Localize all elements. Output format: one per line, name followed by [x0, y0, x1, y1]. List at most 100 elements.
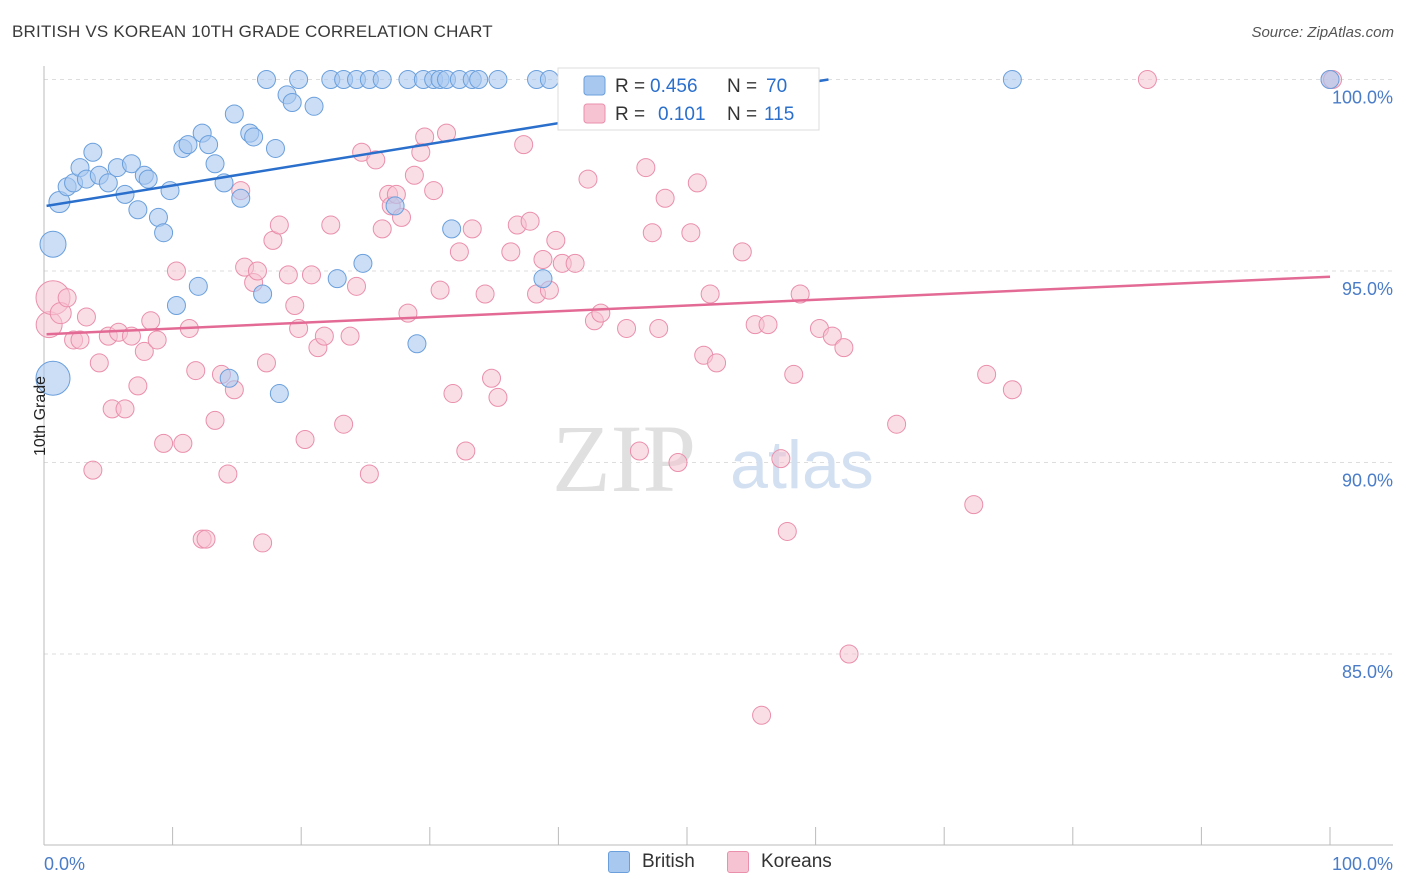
data-point: [372, 70, 392, 89]
data-point: [256, 353, 276, 373]
legend-n-value-british: 70: [766, 76, 787, 97]
legend-r-value-korean: 0.101: [658, 104, 706, 125]
data-point: [219, 368, 239, 388]
data-point: [147, 330, 167, 350]
bottom-legend-koreans-label: Koreans: [761, 851, 832, 872]
data-point: [839, 644, 859, 664]
data-point: [83, 142, 103, 162]
data-point: [424, 181, 444, 201]
data-point: [340, 326, 360, 346]
data-point: [443, 384, 463, 404]
data-point: [964, 495, 984, 515]
data-point: [771, 449, 791, 469]
legend-r-label-british: R =: [615, 76, 645, 97]
data-point: [188, 276, 208, 296]
data-point: [642, 223, 662, 243]
data-point: [154, 223, 174, 243]
data-point: [205, 154, 225, 174]
data-point: [790, 284, 810, 304]
data-point: [834, 338, 854, 358]
data-point: [295, 430, 315, 450]
data-point: [591, 303, 611, 323]
y-tick-labels: 100.0% 95.0% 90.0% 85.0%: [1332, 88, 1393, 683]
data-point: [456, 441, 476, 461]
data-point: [1320, 70, 1340, 89]
data-point: [83, 460, 103, 480]
data-point: [178, 135, 198, 155]
y-axis-label: 10th Grade: [32, 375, 49, 456]
data-point: [475, 284, 495, 304]
data-point: [359, 464, 379, 484]
data-point: [687, 173, 707, 193]
data-point: [224, 104, 244, 124]
data-point: [449, 242, 469, 262]
data-point: [681, 223, 701, 243]
legend-swatch-british: [583, 75, 606, 96]
data-point: [758, 315, 778, 335]
bottom-legend-british: British: [608, 851, 695, 873]
data-point: [546, 230, 566, 250]
data-point: [732, 242, 752, 262]
x-tick-label: 0.0%: [44, 854, 85, 874]
data-point: [533, 269, 553, 289]
data-point: [231, 188, 251, 208]
data-point: [247, 261, 267, 281]
data-point: [520, 211, 540, 231]
data-point: [321, 215, 341, 235]
data-point: [488, 387, 508, 407]
data-point: [199, 135, 219, 155]
data-point: [166, 295, 186, 315]
y-tick-label: 90.0%: [1342, 471, 1393, 491]
data-point: [1137, 70, 1157, 89]
watermark-atlas: atlas: [730, 427, 874, 503]
data-point: [655, 188, 675, 208]
data-point: [482, 368, 502, 388]
data-point: [166, 261, 186, 281]
bottom-legend: British Koreans: [0, 851, 1406, 879]
data-point: [269, 215, 289, 235]
data-point: [578, 169, 598, 189]
legend-swatch-korean: [583, 103, 606, 124]
data-point: [154, 433, 174, 453]
data-point: [887, 414, 907, 434]
data-point: [285, 295, 305, 315]
data-point: [514, 135, 534, 155]
data-point: [822, 326, 842, 346]
data-point: [353, 253, 373, 273]
legend-r-value-british: 0.456: [650, 76, 698, 97]
data-point: [173, 433, 193, 453]
data-point: [98, 173, 118, 193]
source-label: Source: ZipAtlas.com: [1251, 24, 1394, 41]
data-point: [57, 288, 77, 308]
data-point: [253, 284, 273, 304]
data-point: [501, 242, 521, 262]
data-point: [278, 265, 298, 285]
data-point: [196, 529, 216, 549]
data-point: [1002, 380, 1022, 400]
data-point: [327, 269, 347, 289]
legend-n-label-british: N =: [727, 76, 757, 97]
data-point: [35, 360, 71, 396]
data-point: [138, 169, 158, 189]
korean-points: [35, 70, 1343, 725]
korean-trend-line: [46, 275, 1331, 336]
data-point: [707, 353, 727, 373]
legend-r-label-korean: R =: [615, 104, 645, 125]
data-point: [636, 158, 656, 178]
data-point: [205, 410, 225, 430]
data-point: [488, 70, 508, 89]
data-point: [301, 265, 321, 285]
data-point: [134, 341, 154, 361]
data-point: [314, 326, 334, 346]
bottom-legend-british-label: British: [642, 851, 695, 872]
data-point: [784, 364, 804, 384]
data-point: [977, 364, 997, 384]
data-point: [76, 307, 96, 327]
data-point: [777, 521, 797, 541]
data-point: [269, 384, 289, 404]
y-tick-label: 95.0%: [1342, 279, 1393, 299]
chart-title: BRITISH VS KOREAN 10TH GRADE CORRELATION…: [12, 22, 493, 41]
data-point: [533, 250, 553, 270]
data-point: [469, 70, 489, 89]
